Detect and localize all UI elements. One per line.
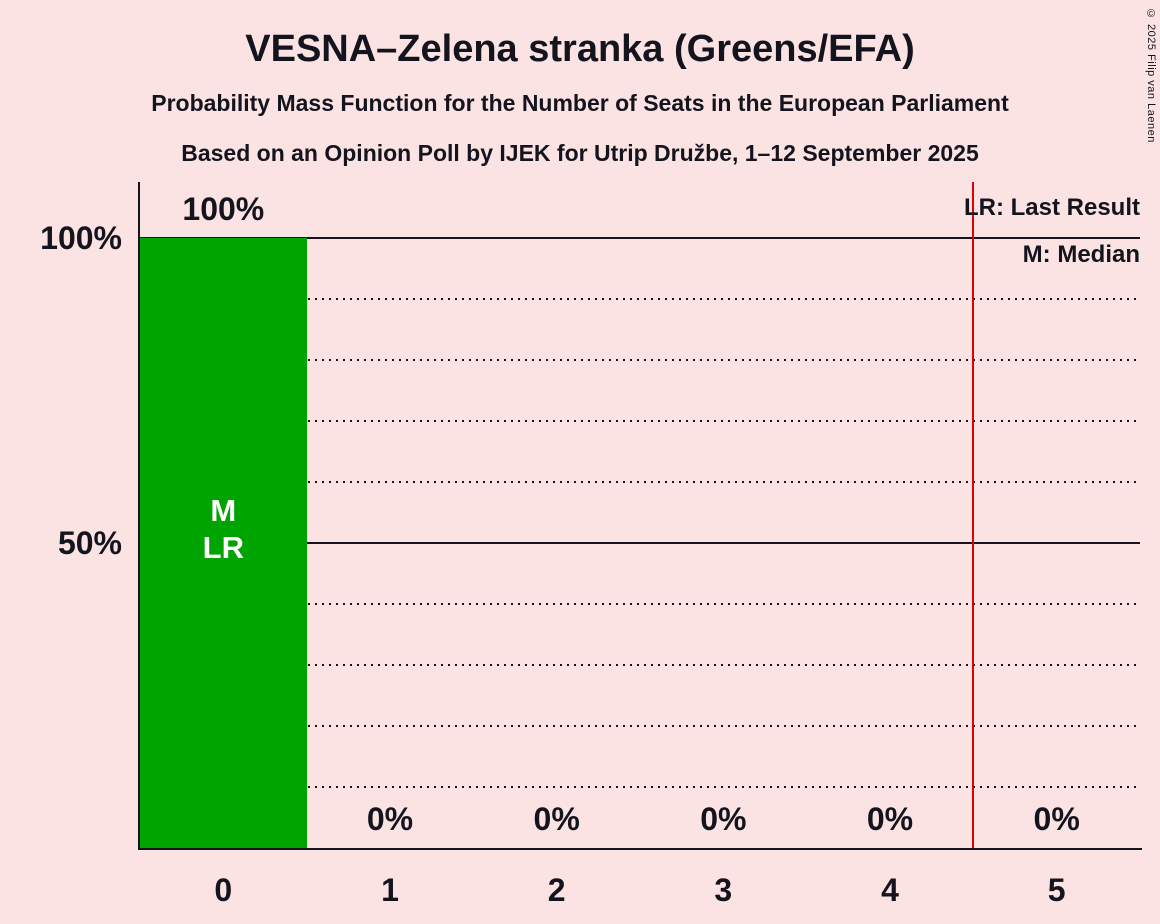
median-last-result-marker: M LR [202, 493, 244, 565]
gridline-50-pct [140, 542, 1140, 544]
chart-title: VESNA–Zelena stranka (Greens/EFA) [245, 28, 915, 70]
gridline-60-pct [140, 481, 1140, 483]
chart-subtitle-poll: Based on an Opinion Poll by IJEK for Utr… [181, 140, 979, 166]
y-tick-100: 100% [40, 220, 122, 256]
x-tick-5: 5 [1047, 872, 1066, 908]
plot-area: 100% 0% 0% 0% 0% 0% M LR [140, 182, 1140, 848]
legend-median: M: Median [1022, 241, 1140, 268]
gridline-70-pct [140, 420, 1140, 422]
bar-value-label-1: 0% [366, 801, 414, 837]
bar-value-label-5: 0% [1033, 801, 1080, 837]
gridline-20-pct [140, 725, 1140, 727]
gridline-80-pct [140, 359, 1140, 361]
bar-0 [140, 238, 307, 848]
gridline-40-pct [140, 603, 1140, 605]
x-tick-0: 0 [214, 872, 233, 908]
legend-last-result: LR: Last Result [963, 194, 1140, 221]
bar-value-label-4: 0% [866, 801, 914, 837]
gridline-30-pct [140, 664, 1140, 666]
bar-value-label-3: 0% [700, 801, 747, 837]
x-axis [138, 848, 1142, 850]
x-tick-1: 1 [381, 872, 399, 908]
y-axis [138, 182, 140, 850]
chart-subtitle-pmf: Probability Mass Function for the Number… [151, 90, 1009, 116]
x-tick-4: 4 [881, 872, 899, 908]
red-vertical-line [972, 182, 975, 848]
gridline-10-pct [140, 786, 1140, 788]
legend: LR: Last Result M: Median [964, 184, 1140, 278]
copyright-notice: © 2025 Filip van Laenen [1145, 8, 1157, 143]
y-tick-50: 50% [57, 525, 122, 561]
bar-value-label-0: 100% [182, 191, 265, 227]
gridline-90-pct [140, 298, 1140, 300]
x-tick-2: 2 [547, 872, 566, 908]
gridline-100-pct [140, 237, 1140, 239]
bar-value-label-2: 0% [533, 801, 580, 837]
x-tick-3: 3 [714, 872, 733, 908]
